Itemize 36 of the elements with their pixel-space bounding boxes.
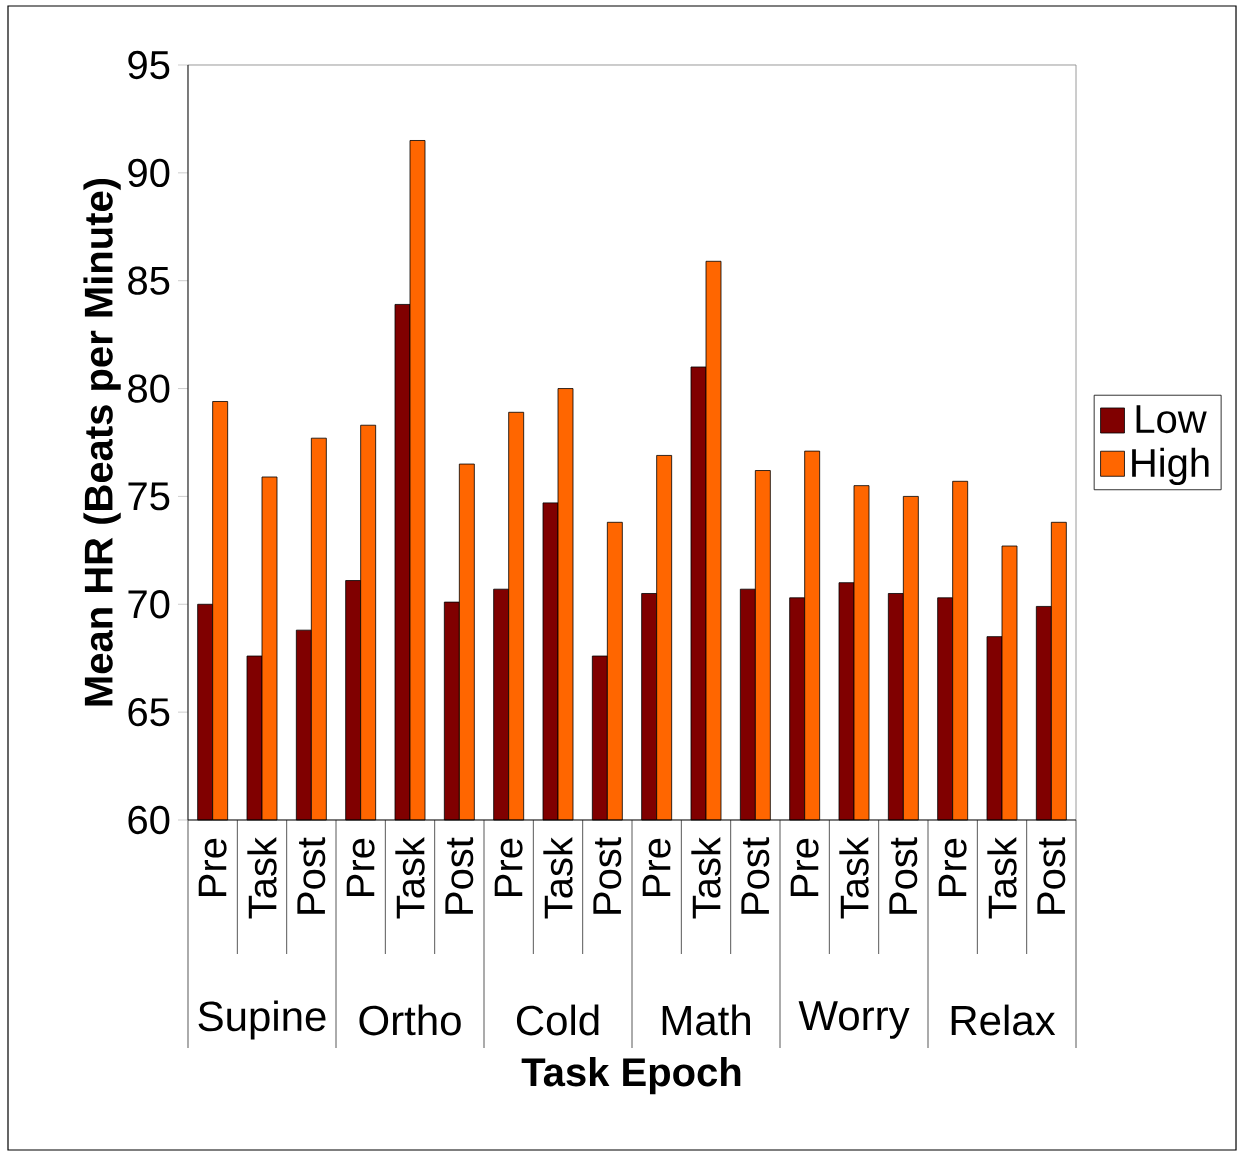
legend-label: High (1132, 447, 1209, 486)
y-tick-label: 75 (128, 482, 170, 511)
legend-label: Low (1136, 405, 1207, 434)
x-tick-label: Pre (790, 838, 819, 897)
y-tick-label: 80 (128, 374, 170, 403)
x-tick-label: Post (593, 837, 622, 914)
x-tick-label: Post (1037, 837, 1066, 914)
text: Cold (516, 1004, 599, 1036)
x-tick-label: Post (297, 837, 326, 914)
x-tick-label: Post (445, 837, 474, 914)
text: Relax (951, 1004, 1056, 1036)
x-axis-title: Task Epoch (521, 1057, 741, 1095)
x-tick-label: Post (741, 837, 770, 914)
x-tick-label: Task (543, 836, 573, 919)
y-tick-label: 60 (128, 805, 170, 835)
x-tick-label: Pre (346, 838, 375, 897)
y-axis-title: Mean HR (Beats per Minute) (83, 178, 121, 706)
y-tick-label: 85 (128, 266, 170, 295)
x-tick-label: Task (839, 836, 869, 919)
text: Worry (798, 1001, 910, 1039)
y-tick-label: 95 (128, 50, 170, 80)
x-tick-label: Task (395, 836, 425, 919)
y-tick-label: 65 (128, 697, 170, 727)
y-tick-label: 70 (128, 590, 170, 619)
x-tick-label: Task (691, 836, 721, 919)
y-tick-label: 90 (128, 158, 170, 187)
x-tick-label: Task (247, 836, 277, 919)
text: Math (662, 1004, 750, 1036)
x-tick-label: Task (987, 836, 1017, 919)
text: Supine (198, 1000, 326, 1040)
x-tick-label: Pre (494, 838, 523, 897)
x-tick-label: Pre (642, 838, 671, 897)
text: Ortho (359, 1004, 461, 1036)
x-tick-label: Pre (938, 838, 967, 897)
x-tick-label: Post (889, 837, 918, 914)
x-tick-label: Pre (198, 838, 227, 897)
